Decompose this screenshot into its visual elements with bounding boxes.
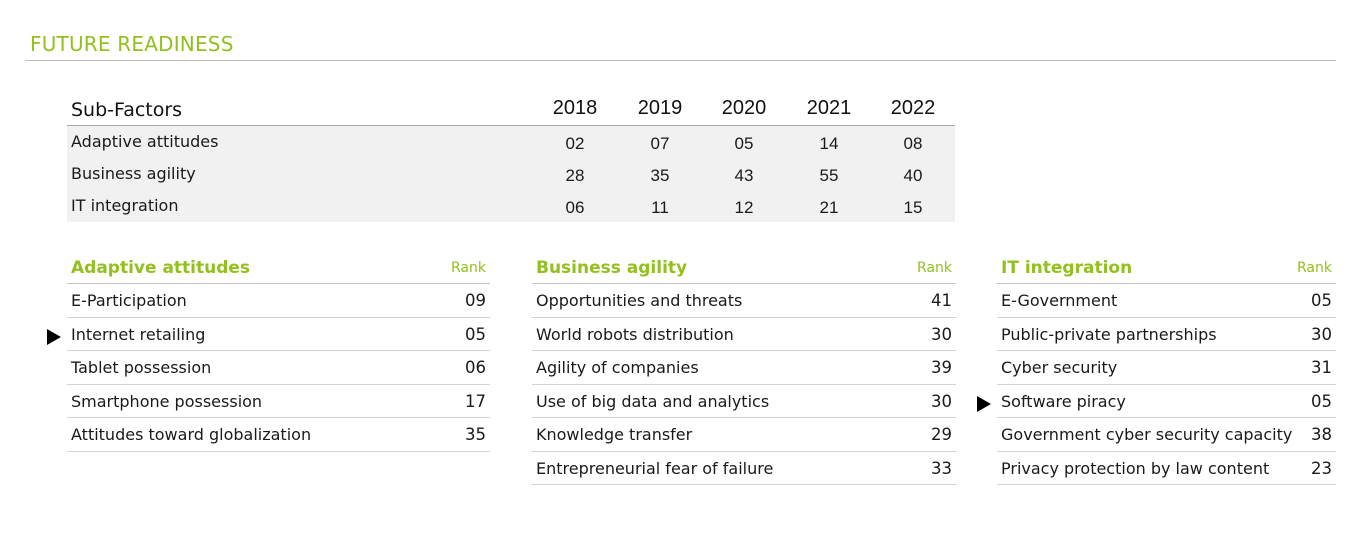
criterion-label: Use of big data and analytics <box>536 391 770 411</box>
criterion-rank: 35 <box>465 425 486 444</box>
criterion-label: Smartphone possession <box>71 391 263 411</box>
criterion-label: Entrepreneurial fear of failure <box>536 458 774 478</box>
panel-header: IT integration Rank <box>997 254 1336 284</box>
subfactor-rank: 06 <box>565 198 585 217</box>
subfactor-rank: 12 <box>734 198 754 217</box>
subfactors-table: Sub-Factors 2018 2019 2020 2021 2022 Ada… <box>67 93 955 222</box>
criterion-label: Government cyber security capacity <box>1001 425 1293 444</box>
criterion-rank: 05 <box>465 324 486 344</box>
panel-header: Business agility Rank <box>532 254 956 284</box>
subfactor-rank: 40 <box>903 166 923 185</box>
criterion-rank: 23 <box>1311 458 1332 478</box>
criterion-label: Agility of companies <box>536 358 699 377</box>
criterion-row: E-Government 05 <box>997 284 1336 318</box>
criterion-row: Smartphone possession 17 <box>67 385 490 418</box>
subfactors-header-label: Sub-Factors <box>71 99 183 121</box>
year-header: 2018 <box>552 97 598 119</box>
subfactor-label: IT integration <box>71 196 179 215</box>
subfactor-row: Business agility 28 35 43 55 40 <box>67 159 955 191</box>
year-header: 2021 <box>806 97 852 119</box>
criterion-row: Public-private partnerships 30 <box>997 318 1336 351</box>
panel-header: Adaptive attitudes Rank <box>67 254 490 284</box>
criterion-label: Tablet possession <box>71 358 212 377</box>
criterion-rank: 31 <box>1311 358 1332 377</box>
criterion-row: Attitudes toward globalization 35 <box>67 418 490 452</box>
subfactor-rank: 43 <box>734 166 754 185</box>
criterion-rank: 05 <box>1311 291 1332 310</box>
year-header: 2020 <box>721 97 767 119</box>
criterion-row: Government cyber security capacity 38 <box>997 418 1336 452</box>
criterion-row: Agility of companies 39 <box>532 351 956 385</box>
criterion-label: E-Participation <box>71 291 187 310</box>
criterion-row: Entrepreneurial fear of failure 33 <box>532 452 956 485</box>
criterion-rank: 33 <box>931 458 952 478</box>
subfactors-header-row: Sub-Factors 2018 2019 2020 2021 2022 <box>67 93 955 126</box>
subfactor-label: Adaptive attitudes <box>71 132 219 151</box>
criterion-rank: 30 <box>931 391 952 411</box>
criterion-label: Cyber security <box>1001 358 1118 377</box>
subfactor-label: Business agility <box>71 164 196 183</box>
criterion-rank: 06 <box>465 358 486 377</box>
criterion-rank: 09 <box>465 291 486 310</box>
it-integration-panel: IT integration Rank E-Government 05 Publ… <box>977 254 1336 485</box>
criterion-rank: 17 <box>465 391 486 411</box>
subfactor-rank: 05 <box>734 134 754 153</box>
criterion-row: Tablet possession 06 <box>67 351 490 385</box>
criterion-row: Internet retailing 05 <box>47 318 490 351</box>
year-header: 2022 <box>890 97 936 119</box>
criterion-row: Knowledge transfer 29 <box>532 418 956 452</box>
subfactors-body: Adaptive attitudes 02 07 05 14 08 Busine… <box>67 126 955 222</box>
subfactor-rank: 35 <box>650 166 670 185</box>
triangle-marker-icon <box>977 395 991 412</box>
criterion-label: E-Government <box>1001 291 1118 310</box>
rank-header: Rank <box>917 260 952 276</box>
adaptive-attitudes-panel: Adaptive attitudes Rank E-Participation … <box>47 254 490 452</box>
panel-title: Adaptive attitudes <box>71 258 251 278</box>
criterion-rank: 29 <box>931 425 952 444</box>
subfactor-rank: 55 <box>819 166 839 185</box>
panel-title: IT integration <box>1001 258 1133 278</box>
criterion-label: Software piracy <box>1001 391 1126 411</box>
subfactor-rank: 15 <box>903 198 923 217</box>
rank-header: Rank <box>1297 260 1332 276</box>
subfactor-rank: 08 <box>903 134 923 153</box>
criterion-label: Knowledge transfer <box>536 425 693 444</box>
subfactor-row: Adaptive attitudes 02 07 05 14 08 <box>67 127 955 159</box>
criterion-label: Public-private partnerships <box>1001 324 1217 344</box>
criterion-rank: 05 <box>1311 391 1332 411</box>
title-divider <box>25 60 1336 61</box>
criterion-row: E-Participation 09 <box>67 284 490 318</box>
subfactor-rank: 21 <box>819 198 839 217</box>
rank-header: Rank <box>451 260 486 276</box>
subfactor-rank: 11 <box>651 198 669 217</box>
triangle-marker-icon <box>47 328 61 345</box>
criterion-label: Attitudes toward globalization <box>71 425 312 444</box>
criterion-rank: 38 <box>1311 425 1332 444</box>
criterion-rank: 30 <box>1311 324 1332 344</box>
subfactor-rank: 02 <box>565 134 585 153</box>
year-header: 2019 <box>637 97 683 119</box>
subfactor-rank: 28 <box>565 166 585 185</box>
criterion-row: Opportunities and threats 41 <box>532 284 956 318</box>
criterion-row: Cyber security 31 <box>997 351 1336 385</box>
criterion-row: Privacy protection by law content 23 <box>997 452 1336 485</box>
criterion-row: Software piracy 05 <box>977 385 1336 418</box>
criterion-row: World robots distribution 30 <box>532 318 956 351</box>
criterion-rank: 39 <box>931 358 952 377</box>
subfactor-rank: 14 <box>819 134 839 153</box>
panel-title: Business agility <box>536 258 688 278</box>
criterion-label: Internet retailing <box>71 324 206 344</box>
subfactor-row: IT integration 06 11 12 21 15 <box>67 191 955 223</box>
criterion-label: Privacy protection by law content <box>1001 458 1270 478</box>
business-agility-panel: Business agility Rank Opportunities and … <box>532 254 956 485</box>
criterion-label: World robots distribution <box>536 324 734 344</box>
criterion-row: Use of big data and analytics 30 <box>532 385 956 418</box>
criterion-label: Opportunities and threats <box>536 291 743 310</box>
criterion-rank: 41 <box>931 291 952 310</box>
criterion-rank: 30 <box>931 324 952 344</box>
subfactor-rank: 07 <box>650 134 670 153</box>
page-title: FUTURE READINESS <box>30 32 234 56</box>
